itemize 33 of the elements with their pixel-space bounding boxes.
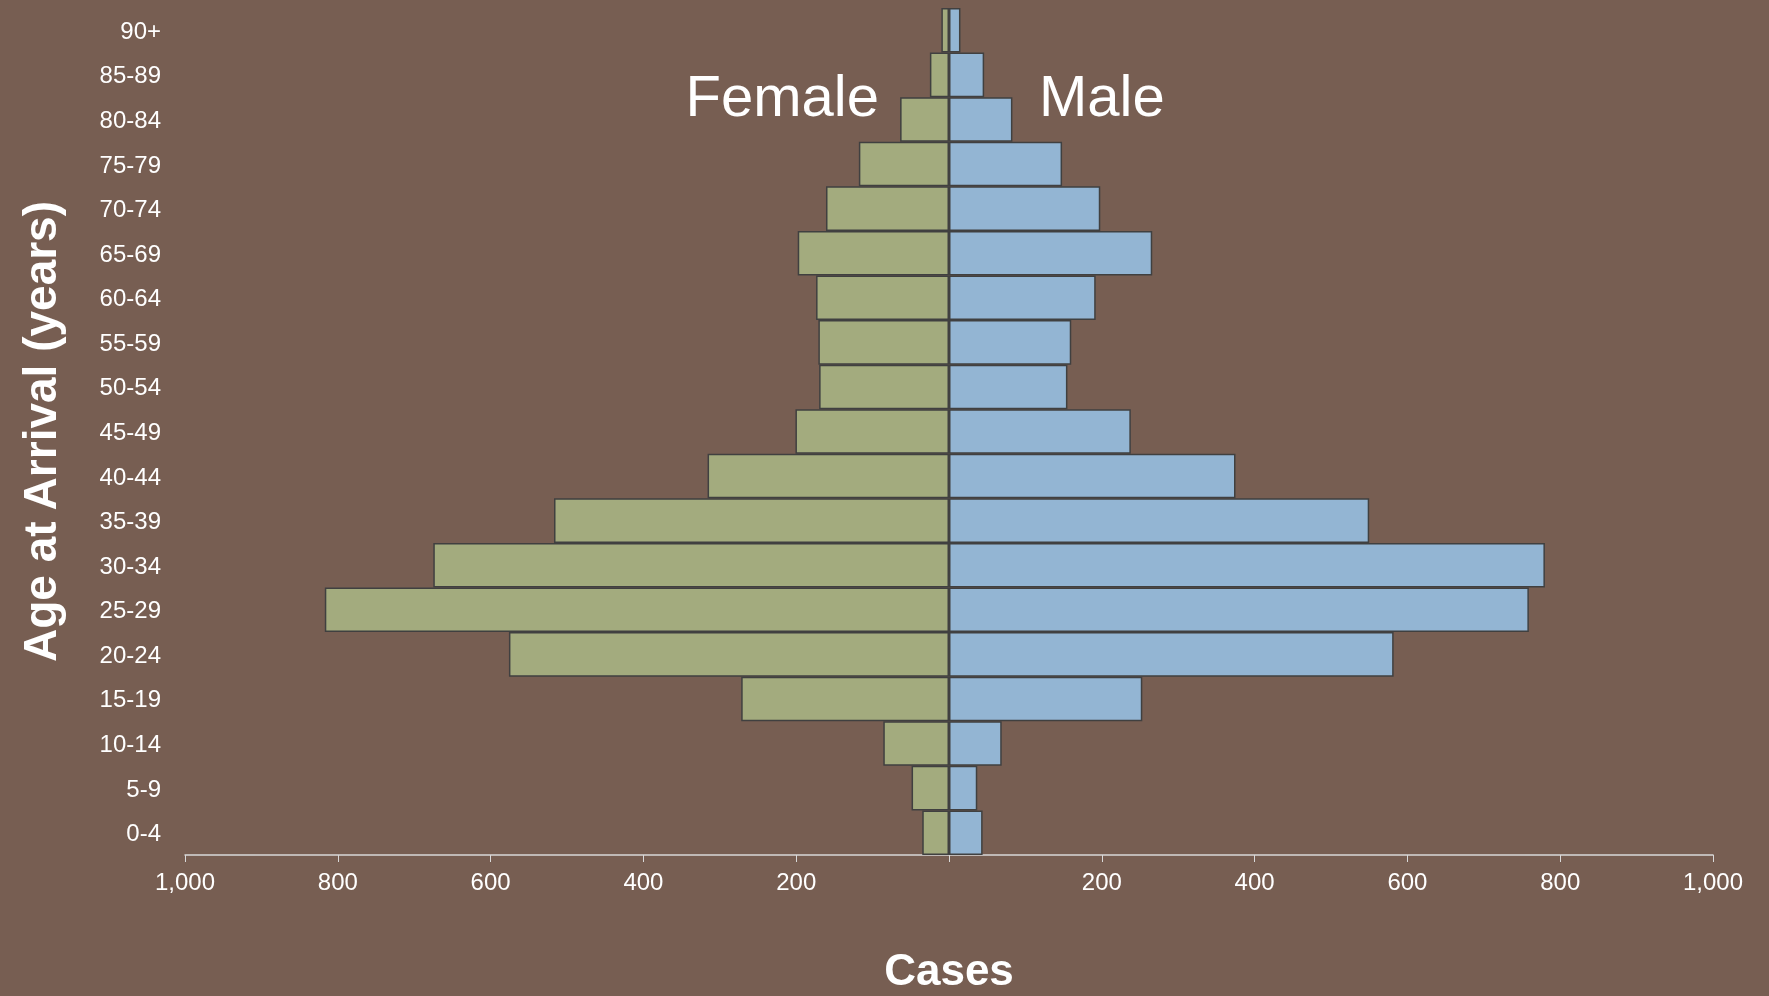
series-label: Female [685,62,879,128]
y-tick-label: 40-44 [99,462,161,490]
y-tick-label: 10-14 [99,730,161,758]
y-tick-label: 20-24 [99,640,161,668]
y-tick-label: 85-89 [99,61,161,89]
x-tick-label: 400 [1234,867,1275,895]
y-tick-label: 15-19 [99,685,161,713]
series-label: Male [1039,62,1165,128]
y-tick-label: 5-9 [126,774,161,802]
y-axis-title: Age at Arrival (years) [14,200,66,663]
y-tick-label: 45-49 [99,418,161,445]
y-tick-label: 0-4 [126,819,161,847]
x-tick-label: 600 [1387,867,1428,895]
y-tick-label: 90+ [120,16,161,44]
x-tick-label: 800 [1540,867,1581,895]
x-tick-label: 800 [317,867,358,895]
x-tick-label: 200 [776,867,817,895]
y-tick-label: 35-39 [99,507,161,535]
y-tick-label: 25-29 [99,596,161,624]
y-tick-label: 70-74 [99,195,161,223]
y-tick-label: 60-64 [99,284,161,312]
y-tick-label: 80-84 [99,105,161,133]
x-tick-label: 1,000 [1682,867,1744,895]
x-tick-label: 1,000 [154,867,216,895]
y-tick-label: 55-59 [99,328,161,356]
x-axis-title: Cases [884,944,1014,994]
x-tick-label: 600 [470,867,511,895]
x-tick-label: 400 [623,867,664,895]
y-tick-label: 65-69 [99,239,161,267]
y-tick-label: 75-79 [99,150,161,178]
y-tick-label: 50-54 [99,373,161,401]
x-tick-label: 200 [1081,867,1122,895]
y-tick-label: 30-34 [99,551,161,579]
